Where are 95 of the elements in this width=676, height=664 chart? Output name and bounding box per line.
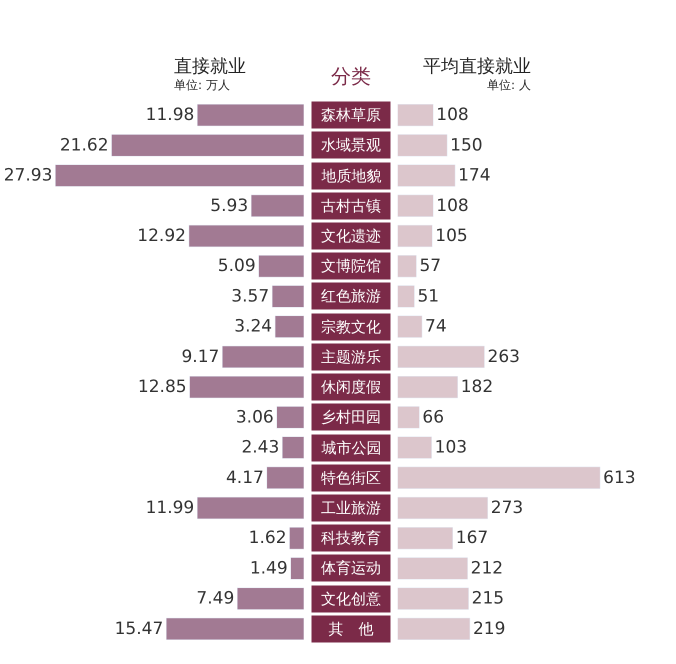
data-label: 108 xyxy=(436,105,469,126)
bar xyxy=(398,255,417,278)
data-label: 103 xyxy=(434,438,468,458)
y-tick-label: 水域景观 xyxy=(321,136,381,154)
bar xyxy=(237,588,304,610)
y-tick-label: 休闲度假 xyxy=(321,378,381,396)
data-label: 5.93 xyxy=(210,196,248,216)
bar xyxy=(188,224,304,248)
bar xyxy=(196,496,304,520)
chart-subtitle: 单位: 人 xyxy=(487,78,531,92)
y-tick-label: 其 他 xyxy=(328,620,374,638)
y-tick-label: 体育运动 xyxy=(321,559,381,577)
bar xyxy=(272,285,304,308)
data-label: 11.98 xyxy=(146,105,194,126)
bar xyxy=(398,285,415,308)
data-label: 182 xyxy=(460,377,494,398)
data-label: 2.43 xyxy=(241,438,280,458)
bar xyxy=(274,316,304,338)
bar xyxy=(398,316,422,338)
bar xyxy=(398,466,600,489)
data-label: 11.99 xyxy=(146,498,194,518)
bar xyxy=(111,134,304,156)
data-label: 108 xyxy=(436,196,469,216)
bar xyxy=(398,346,485,368)
data-label: 212 xyxy=(470,558,504,578)
chart-subtitle: 单位: 万人 xyxy=(174,78,230,92)
bar xyxy=(398,496,488,520)
data-label: 174 xyxy=(458,166,491,186)
bar xyxy=(276,406,304,428)
y-tick-label: 古村古镇 xyxy=(321,197,381,215)
bar xyxy=(398,436,432,459)
bar xyxy=(266,466,304,489)
data-label: 12.85 xyxy=(138,377,187,398)
bar xyxy=(398,406,420,428)
data-label: 263 xyxy=(487,346,520,367)
data-label: 51 xyxy=(417,286,440,306)
y-tick-label: 文化遗迹 xyxy=(321,227,381,245)
data-label: 1.49 xyxy=(250,558,288,578)
data-label: 273 xyxy=(490,498,524,518)
data-label: 74 xyxy=(425,316,447,337)
data-label: 57 xyxy=(419,256,442,276)
y-tick-label: 特色街区 xyxy=(321,469,381,487)
chart-title: 直接就业 xyxy=(174,56,246,77)
y-tick-label: 地质地貌 xyxy=(320,167,382,185)
bar xyxy=(398,134,448,156)
bar xyxy=(398,224,433,248)
data-label: 3.24 xyxy=(234,316,272,337)
bar xyxy=(398,527,454,550)
y-tick-label: 宗教文化 xyxy=(321,318,381,336)
data-label: 4.17 xyxy=(226,468,264,488)
y-tick-label: 文博院馆 xyxy=(321,257,381,275)
data-label: 3.57 xyxy=(231,286,270,306)
bar xyxy=(197,104,304,126)
chart-title: 平均直接就业 xyxy=(423,56,531,77)
data-label: 215 xyxy=(472,588,504,609)
bar xyxy=(398,588,469,610)
bar xyxy=(282,436,304,459)
y-tick-label: 城市公园 xyxy=(320,439,382,457)
bar xyxy=(258,255,304,278)
y-tick-label: 乡村田园 xyxy=(321,408,381,426)
y-tick-label: 工业旅游 xyxy=(321,499,381,517)
data-label: 613 xyxy=(603,468,636,488)
bar xyxy=(289,527,304,550)
data-label: 105 xyxy=(435,226,468,246)
data-label: 66 xyxy=(422,407,444,428)
data-label: 1.62 xyxy=(248,528,287,548)
data-label: 27.93 xyxy=(4,166,52,186)
bar xyxy=(398,194,434,217)
bar xyxy=(166,618,304,640)
bar xyxy=(398,376,458,398)
data-label: 219 xyxy=(472,618,506,639)
data-label: 21.62 xyxy=(60,135,109,156)
data-label: 3.06 xyxy=(236,407,274,428)
y-tick-label: 主题游乐 xyxy=(321,348,381,366)
data-label: 15.47 xyxy=(114,618,164,639)
y-tick-label: 森林草原 xyxy=(321,106,381,124)
bar xyxy=(398,104,434,126)
bar xyxy=(250,194,304,217)
y-axis-title: 分类 xyxy=(331,64,371,88)
y-tick-label: 红色旅游 xyxy=(321,287,381,305)
bar xyxy=(398,164,456,187)
bar xyxy=(290,557,304,580)
data-label: 7.49 xyxy=(196,588,234,609)
data-label: 12.92 xyxy=(137,226,186,246)
y-tick-label: 科技教育 xyxy=(321,529,381,547)
bar xyxy=(398,618,470,640)
data-label: 150 xyxy=(450,135,483,156)
data-label: 9.17 xyxy=(181,346,220,367)
y-tick-label: 文化创意 xyxy=(321,590,381,608)
bar xyxy=(189,376,304,398)
bar xyxy=(398,557,468,580)
bar xyxy=(55,164,304,187)
data-label: 5.09 xyxy=(218,256,256,276)
data-label: 167 xyxy=(456,528,488,548)
bar xyxy=(222,346,304,368)
